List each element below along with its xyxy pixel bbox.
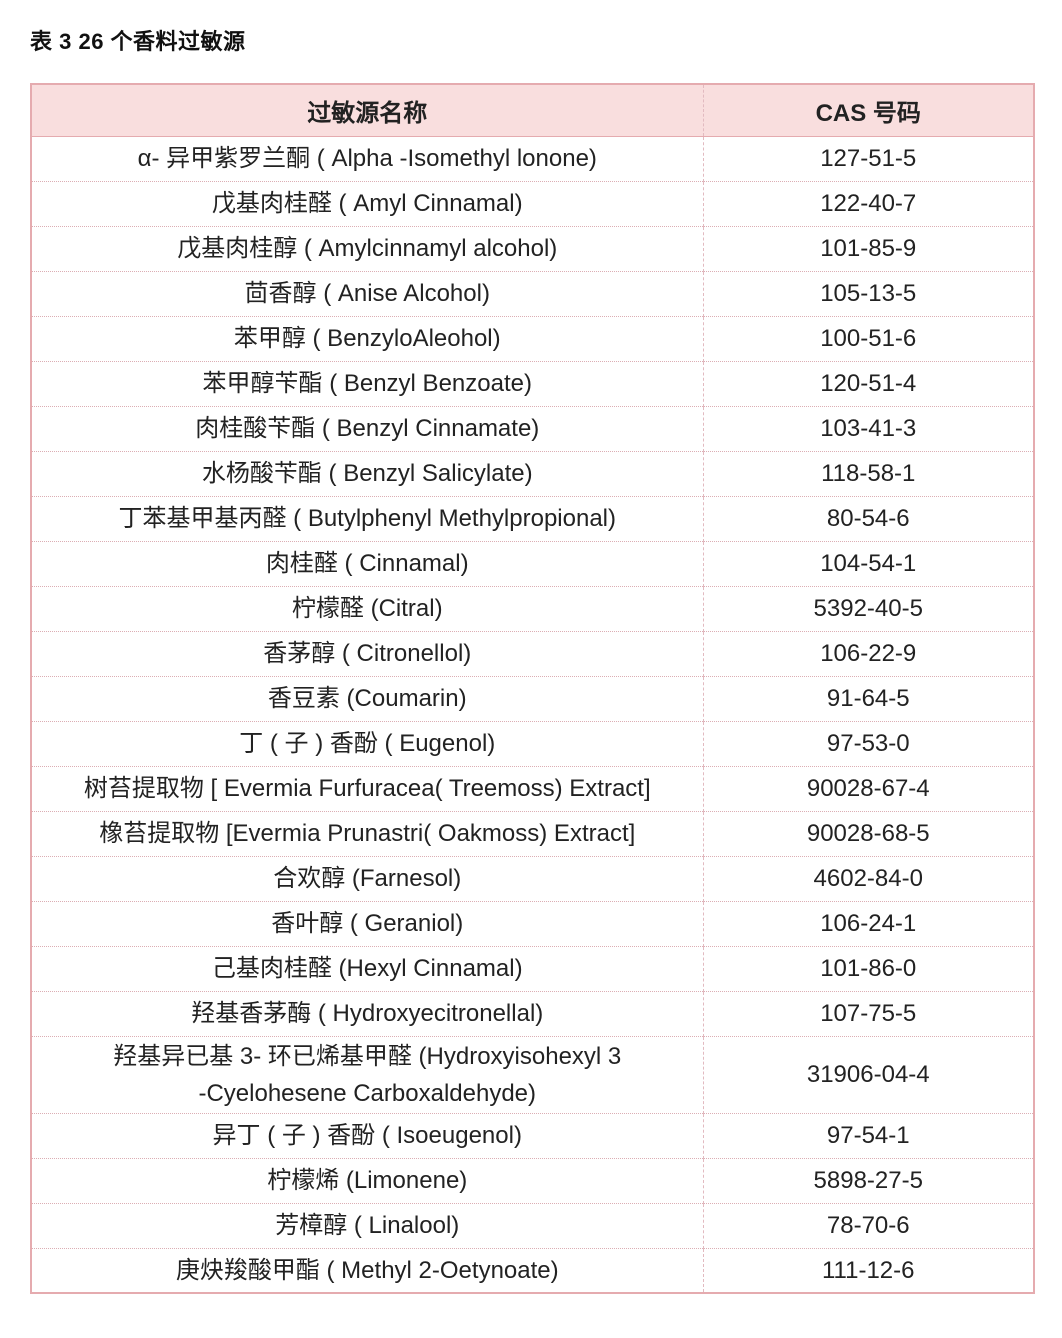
allergen-table: 过敏源名称 CAS 号码 α- 异甲紫罗兰酮 ( Alpha -Isomethy… — [30, 83, 1035, 1295]
table-row: 树苔提取物 [ Evermia Furfuracea( Treemoss) Ex… — [31, 765, 1034, 811]
cas-number-cell: 103-41-3 — [702, 405, 1034, 451]
table-row: α- 异甲紫罗兰酮 ( Alpha -Isomethyl lonone) 127… — [31, 136, 1034, 181]
table-row: 柠檬烯 (Limonene) 5898-27-5 — [31, 1157, 1034, 1204]
allergen-name-cell: 柠檬烯 (Limonene) — [31, 1157, 703, 1204]
allergen-name-cell: 羟基香茅酶 ( Hydroxyecitronellal) — [31, 990, 703, 1036]
cas-number-cell: 100-51-6 — [702, 315, 1034, 361]
cas-number-cell: 118-58-1 — [702, 450, 1034, 496]
allergen-name-cell: α- 异甲紫罗兰酮 ( Alpha -Isomethyl lonone) — [137, 144, 597, 172]
cas-number-cell: 101-85-9 — [702, 225, 1034, 271]
cas-number-cell: 101-86-0 — [702, 945, 1034, 991]
table-row: 肉桂醛 ( Cinnamal) 104-54-1 — [31, 540, 1034, 586]
allergen-table-body: α- 异甲紫罗兰酮 ( Alpha -Isomethyl lonone) 127… — [31, 136, 1034, 1294]
cas-number-cell: 31906-04-4 — [702, 1035, 1034, 1114]
table-row: 香叶醇 ( Geraniol) 106-24-1 — [31, 900, 1034, 946]
table-row: 苯甲醇 ( BenzyloAleohol) 100-51-6 — [31, 315, 1034, 361]
column-header-cas-number: CAS 号码 — [702, 84, 1034, 137]
cas-number-cell: 91-64-5 — [702, 675, 1034, 721]
table-row: 苯甲醇苄酯 ( Benzyl Benzoate) 120-51-4 — [31, 360, 1034, 406]
cas-number-cell: 107-75-5 — [702, 990, 1034, 1036]
allergen-name-cell: 芳樟醇 ( Linalool) — [31, 1202, 703, 1249]
allergen-name-cell: 橡苔提取物 [Evermia Prunastri( Oakmoss) Extra… — [31, 810, 703, 856]
table-row: 水杨酸苄酯 ( Benzyl Salicylate) 118-58-1 — [31, 450, 1034, 496]
allergen-name-cell: 丁苯基甲基丙醛 ( Butylphenyl Methylpropional) — [31, 495, 703, 541]
header-row: 过敏源名称 CAS 号码 — [31, 84, 1034, 137]
cas-number-cell: 105-13-5 — [702, 270, 1034, 316]
allergen-name-cell: 香茅醇 ( Citronellol) — [31, 630, 703, 676]
table-row: 戊基肉桂醛 ( Amyl Cinnamal) 122-40-7 — [31, 180, 1034, 226]
table-row: 芳樟醇 ( Linalool) 78-70-6 — [31, 1202, 1034, 1249]
table-row: 橡苔提取物 [Evermia Prunastri( Oakmoss) Extra… — [31, 810, 1034, 856]
cas-number-cell: 104-54-1 — [702, 540, 1034, 586]
table-row: 香茅醇 ( Citronellol) 106-22-9 — [31, 630, 1034, 676]
cas-number-cell: 120-51-4 — [702, 360, 1034, 406]
cas-number-cell: 111-12-6 — [702, 1247, 1034, 1294]
cas-number-cell: 122-40-7 — [702, 180, 1034, 226]
table-row: 丁苯基甲基丙醛 ( Butylphenyl Methylpropional) 8… — [31, 495, 1034, 541]
allergen-name-cell: 香叶醇 ( Geraniol) — [31, 900, 703, 946]
table-row: 庚炔羧酸甲酯 ( Methyl 2-Oetynoate) 111-12-6 — [31, 1247, 1034, 1294]
table-row: 茴香醇 ( Anise Alcohol) 105-13-5 — [31, 270, 1034, 316]
allergen-name-cell: 树苔提取物 [ Evermia Furfuracea( Treemoss) Ex… — [31, 765, 703, 811]
table-caption: 表 3 26 个香料过敏源 — [30, 29, 246, 54]
cas-number-cell: 80-54-6 — [702, 495, 1034, 541]
table-row: 己基肉桂醛 (Hexyl Cinnamal) 101-86-0 — [31, 945, 1034, 991]
allergen-name-cell: 丁 ( 子 ) 香酚 ( Eugenol) — [31, 720, 703, 766]
table-row: 香豆素 (Coumarin) 91-64-5 — [31, 675, 1034, 721]
cas-number-cell: 90028-67-4 — [702, 765, 1034, 811]
table-row: 柠檬醛 (Citral) 5392-40-5 — [31, 585, 1034, 631]
allergen-name-cell: 肉桂酸苄酯 ( Benzyl Cinnamate) — [31, 405, 703, 451]
allergen-name-cell: 水杨酸苄酯 ( Benzyl Salicylate) — [31, 450, 703, 496]
allergen-name-cell: 香豆素 (Coumarin) — [31, 675, 703, 721]
allergen-name-cell: 羟基异已基 3- 环已烯基甲醛 (Hydroxyisohexyl 3 -Cyel… — [31, 1035, 703, 1114]
table-row: 异丁 ( 子 ) 香酚 ( Isoeugenol) 97-54-1 — [31, 1112, 1034, 1159]
allergen-name-cell: 苯甲醇 ( BenzyloAleohol) — [31, 315, 703, 361]
cas-number-cell: 5898-27-5 — [702, 1157, 1034, 1204]
table-row: 肉桂酸苄酯 ( Benzyl Cinnamate) 103-41-3 — [31, 405, 1034, 451]
allergen-name-cell: 苯甲醇苄酯 ( Benzyl Benzoate) — [31, 360, 703, 406]
allergen-name-cell: 肉桂醛 ( Cinnamal) — [31, 540, 703, 586]
cas-number-cell: 106-22-9 — [702, 630, 1034, 676]
allergen-name-cell: 合欢醇 (Farnesol) — [31, 855, 703, 901]
column-header-allergen-name: 过敏源名称 — [31, 84, 703, 137]
allergen-name-cell: 己基肉桂醛 (Hexyl Cinnamal) — [31, 945, 703, 991]
cas-number-cell: 5392-40-5 — [702, 585, 1034, 631]
allergen-name-cell: 戊基肉桂醛 ( Amyl Cinnamal) — [31, 180, 703, 226]
table-row: 戊基肉桂醇 ( Amylcinnamyl alcohol) 101-85-9 — [31, 225, 1034, 271]
table-row: 羟基香茅酶 ( Hydroxyecitronellal) 107-75-5 — [31, 990, 1034, 1036]
cas-number-cell: 127-51-5 — [702, 136, 1034, 181]
allergen-name-cell: 柠檬醛 (Citral) — [31, 585, 703, 631]
cas-number-cell: 78-70-6 — [702, 1202, 1034, 1249]
cas-number-cell: 97-54-1 — [702, 1112, 1034, 1159]
allergen-name-cell: 戊基肉桂醇 ( Amylcinnamyl alcohol) — [31, 225, 703, 271]
cas-number-cell: 4602-84-0 — [702, 855, 1034, 901]
table-row: 合欢醇 (Farnesol) 4602-84-0 — [31, 855, 1034, 901]
allergen-name-cell: 茴香醇 ( Anise Alcohol) — [31, 270, 703, 316]
table-row: 丁 ( 子 ) 香酚 ( Eugenol) 97-53-0 — [31, 720, 1034, 766]
allergen-name-cell: 异丁 ( 子 ) 香酚 ( Isoeugenol) — [31, 1112, 703, 1159]
allergen-name-cell: 庚炔羧酸甲酯 ( Methyl 2-Oetynoate) — [31, 1247, 703, 1294]
table-row: 羟基异已基 3- 环已烯基甲醛 (Hydroxyisohexyl 3 -Cyel… — [31, 1035, 1034, 1114]
cas-number-cell: 90028-68-5 — [702, 810, 1034, 856]
cas-number-cell: 106-24-1 — [702, 900, 1034, 946]
cas-number-cell: 97-53-0 — [702, 720, 1034, 766]
